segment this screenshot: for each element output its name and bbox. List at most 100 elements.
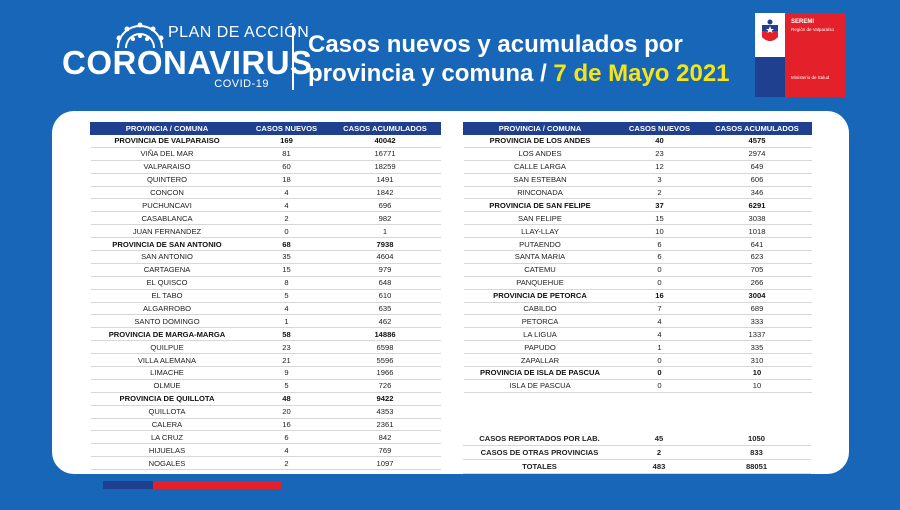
cell-name: LIMACHE [90,366,244,380]
header: PLAN DE ACCIÓN CORONAVIRUS COVID-19 Caso… [0,0,900,110]
cell-nuevos: 16 [616,289,703,303]
cell-name: JUAN FERNANDEZ [90,224,244,239]
comuna-row: VILLA ALEMANA 21 5596 [90,353,441,368]
cell-name: LA LIGUA [463,327,617,342]
cell-name: SANTO DOMINGO [90,314,244,329]
comuna-row: PUCHUNCAVI 4 696 [90,198,441,213]
cell-name: CALLE LARGA [463,160,617,174]
plan-de-accion-logo: PLAN DE ACCIÓN CORONAVIRUS COVID-19 [62,18,312,98]
cell-nuevos: 20 [243,405,330,419]
comuna-row: LIMACHE 9 1966 [90,366,441,380]
cell-name: PROVINCIA DE ISLA DE PASCUA [463,366,617,380]
comuna-row: EL QUISCO 8 648 [90,276,441,290]
cell-acumulados: 335 [702,340,812,355]
cell-name: HIJUELAS [90,443,244,458]
cell-name: CONCON [90,186,244,200]
cell-acumulados: 1491 [329,173,441,187]
comuna-row: VALPARAISO 60 18259 [90,160,441,174]
cell-acumulados: 10 [702,366,812,380]
seremi-crest-panel [755,13,785,97]
cell-acumulados: 833 [702,445,811,460]
cell-nuevos: 6 [243,430,330,445]
comuna-row: HIJUELAS 4 769 [90,443,441,458]
title-separator: / [533,60,554,87]
left-cases-table: PROVINCIA / COMUNA CASOS NUEVOS CASOS AC… [90,122,441,471]
cell-nuevos: 1 [243,314,330,329]
cell-nuevos: 2 [243,211,330,226]
cell-acumulados: 10 [702,379,812,393]
cell-name: PROVINCIA DE PETORCA [463,289,617,303]
comuna-row: LA LIGUA 4 1337 [463,327,812,342]
comuna-row: PUTAENDO 6 641 [463,237,812,252]
cell-nuevos: 37 [616,198,703,213]
cell-acumulados: 610 [329,289,441,303]
comuna-row: CALERA 16 2361 [90,418,441,432]
provincia-row: PROVINCIA DE PETORCA 16 3004 [463,289,812,303]
cell-acumulados: 4604 [329,250,441,264]
cell-name: CASABLANCA [90,211,244,226]
column-header-comuna: PROVINCIA / COMUNA [463,122,617,135]
cell-nuevos: 4 [243,198,330,213]
cell-acumulados: 16771 [329,147,441,161]
logo-main-text: CORONAVIRUS [62,44,313,81]
summary-row: CASOS REPORTADOS POR LAB. 45 1050 [463,432,811,446]
cell-nuevos: 0 [616,263,703,277]
cell-acumulados: 40042 [329,134,441,148]
cell-name: SANTA MARIA [463,250,617,264]
comuna-row: CASABLANCA 2 982 [90,211,441,226]
cell-nuevos: 4 [243,443,330,458]
provincia-row: PROVINCIA DE ISLA DE PASCUA 0 10 [463,366,812,380]
cell-acumulados: 2974 [702,147,812,161]
cell-acumulados: 6291 [702,198,812,213]
cell-acumulados: 1966 [329,366,441,380]
cell-nuevos: 0 [243,224,330,239]
comuna-row: CALLE LARGA 12 649 [463,160,812,174]
seremi-name: SEREMI [791,19,815,25]
comuna-row: CARTAGENA 15 979 [90,263,441,277]
comuna-row: SANTO DOMINGO 1 462 [90,314,441,329]
summary-row: TOTALES 483 88051 [463,459,811,474]
cell-acumulados: 769 [329,443,441,458]
cell-acumulados: 14886 [329,327,441,342]
cell-acumulados: 346 [702,186,812,200]
column-header-nuevos: CASOS NUEVOS [616,122,703,135]
cell-name: CABILDO [463,302,617,316]
cell-nuevos: 6 [616,250,703,264]
cell-nuevos: 15 [616,211,703,226]
cell-name: PROVINCIA DE SAN FELIPE [463,198,617,213]
comuna-row: SAN FELIPE 15 3038 [463,211,812,226]
cell-acumulados: 641 [702,237,812,252]
cell-acumulados: 623 [702,250,812,264]
cell-nuevos: 15 [243,263,330,277]
cell-nuevos: 7 [616,302,703,316]
virus-icon [116,22,164,48]
title-line-1: Casos nuevos y acumulados por [308,31,683,58]
comuna-row: QUINTERO 18 1491 [90,173,441,187]
cell-acumulados: 705 [702,263,812,277]
cell-nuevos: 483 [616,459,702,474]
provincia-row: PROVINCIA DE QUILLOTA 48 9422 [90,392,441,406]
cell-nuevos: 60 [243,160,330,174]
comuna-row: ALGARROBO 4 635 [90,302,441,316]
cell-nuevos: 0 [616,366,703,380]
cell-name: VALPARAISO [90,160,244,174]
cell-nuevos: 9 [243,366,330,380]
title-line-2: provincia y comuna / 7 de Mayo 2021 [308,59,730,88]
seremi-blue-block [755,57,785,97]
cell-nuevos: 1 [616,340,703,355]
cell-name: PETORCA [463,314,617,329]
cell-acumulados: 606 [702,173,812,187]
cell-nuevos: 4 [616,314,703,329]
cell-acumulados: 1 [329,224,441,239]
cell-acumulados: 1097 [329,456,441,471]
cell-name: SAN ESTEBAN [463,173,617,187]
cell-nuevos: 68 [243,237,330,252]
comuna-row: VIÑA DEL MAR 81 16771 [90,147,441,161]
cell-nuevos: 4 [243,186,330,200]
cell-acumulados: 5596 [329,353,441,368]
cell-acumulados: 2361 [329,418,441,432]
cell-nuevos: 2 [616,445,702,460]
cell-nuevos: 5 [243,289,330,303]
cell-acumulados: 648 [329,276,441,290]
comuna-row: LOS ANDES 23 2974 [463,147,812,161]
